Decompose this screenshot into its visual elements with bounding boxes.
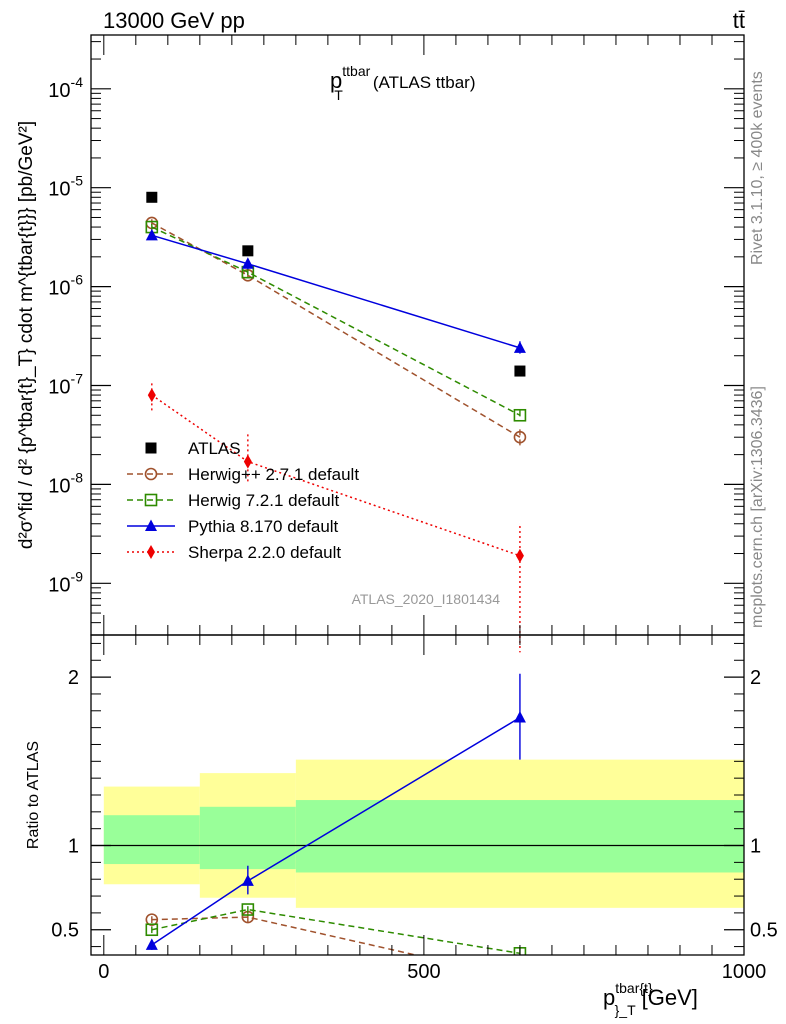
ratio-xtick-label: 0: [98, 961, 109, 983]
ratio-data-point: [145, 923, 159, 937]
main-ytick-label: 10-9: [48, 568, 83, 596]
main-data-point: [513, 430, 527, 444]
main-data-point: [513, 408, 527, 422]
legend-marker: [144, 467, 158, 481]
xlabel-main: p: [603, 985, 615, 1010]
main-ytick-label: 10-7: [48, 370, 83, 398]
main-series-line: [151, 234, 521, 349]
ratio-xlabel: ptbar{t} }_T [GeV]: [603, 980, 698, 1018]
ratio-series-line: [151, 908, 521, 955]
ratio-ytick-label-right: 0.5: [750, 920, 778, 942]
xlabel-sub: }_T: [615, 1002, 636, 1018]
ratio-data-point: [241, 903, 255, 916]
main-title: pttbar T (ATLAS ttbar): [330, 63, 475, 103]
main-data-point: [146, 191, 158, 203]
xlabel-sup: tbar{t}: [615, 980, 653, 996]
main-data-point: [514, 365, 526, 377]
ratio-ytick-label: 0.5: [51, 920, 79, 942]
ratio-band-green: [199, 806, 296, 870]
ratio-ytick-label-right: 2: [750, 667, 761, 689]
ratio-data-point: [241, 874, 254, 886]
ratio-band-green: [295, 800, 744, 873]
ratio-series-line: [151, 916, 419, 955]
legend-marker: [145, 442, 157, 454]
ratio-xtick-label: 1000: [722, 961, 767, 983]
main-title-rest: (ATLAS ttbar): [373, 73, 476, 92]
legend-label: Herwig++ 2.7.1 default: [188, 465, 359, 484]
ratio-panel-axes: 0.5 0.5 1 1 2 2 0 500 1000: [51, 635, 778, 983]
main-ytick-label: 10-4: [48, 74, 83, 102]
main-data-point: [513, 341, 526, 353]
ratio-data-point: [145, 913, 159, 926]
main-ytick-label: 10-6: [48, 272, 83, 300]
header-left: 13000 GeV pp: [103, 8, 245, 33]
legend-label: ATLAS: [188, 439, 241, 458]
ratio-data-point: [513, 711, 526, 723]
legend-marker: [145, 519, 157, 531]
main-panel-series: [145, 191, 527, 653]
legend-label: Pythia 8.170 default: [188, 517, 339, 536]
legend-marker: [144, 493, 158, 507]
ratio-ytick-label-right: 1: [750, 836, 761, 858]
main-ytick-label: 10-8: [48, 469, 83, 497]
ratio-data-point: [514, 973, 525, 984]
main-data-point: [145, 228, 158, 241]
main-title-main: p: [330, 68, 342, 93]
analysis-id: ATLAS_2020_I1801434: [352, 591, 501, 607]
legend-label: Herwig 7.2.1 default: [188, 491, 339, 510]
ratio-panel-series: [145, 673, 527, 984]
main-title-sub: T: [334, 87, 343, 103]
main-series-line: [151, 226, 521, 416]
header-right: tt̄: [733, 8, 745, 33]
main-data-point: [241, 257, 254, 269]
main-panel-axes: 10-9 10-8 10-7 10-6 10-5 10-4: [48, 35, 745, 636]
legend-label: Sherpa 2.2.0 default: [188, 543, 341, 562]
main-data-point: [147, 388, 156, 403]
mcplots-label: mcplots.cern.ch [arXiv:1306.3436]: [749, 386, 766, 628]
main-data-point: [243, 454, 252, 469]
main-data-point: [515, 548, 524, 563]
legend: ATLAS Herwig++ 2.7.1 default Herwig 7.2.1 …: [127, 439, 359, 562]
ratio-ylabel: Ratio to ATLAS: [25, 741, 42, 849]
ratio-ytick-label: 1: [68, 836, 79, 858]
main-title-sup: ttbar: [342, 63, 370, 79]
ratio-panel-frame: [90, 634, 745, 956]
legend-marker: [147, 545, 155, 559]
xlabel-rest: [GeV]: [642, 985, 698, 1010]
main-series-line: [151, 222, 521, 438]
main-data-point: [242, 245, 254, 257]
main-ylabel: d²σ^fid / d² {p^tbar{t}_T} cdot m^{tbar{…: [16, 121, 37, 549]
ratio-ytick-label: 2: [68, 667, 79, 689]
ratio-xtick-label: 500: [407, 961, 440, 983]
rivet-label: Rivet 3.1.10, ≥ 400k events: [749, 71, 766, 265]
ratio-panel-bands: [91, 759, 744, 908]
ratio-band-green: [103, 815, 200, 865]
main-ytick-label: 10-5: [48, 173, 83, 201]
ratio-data-point: [145, 938, 158, 950]
